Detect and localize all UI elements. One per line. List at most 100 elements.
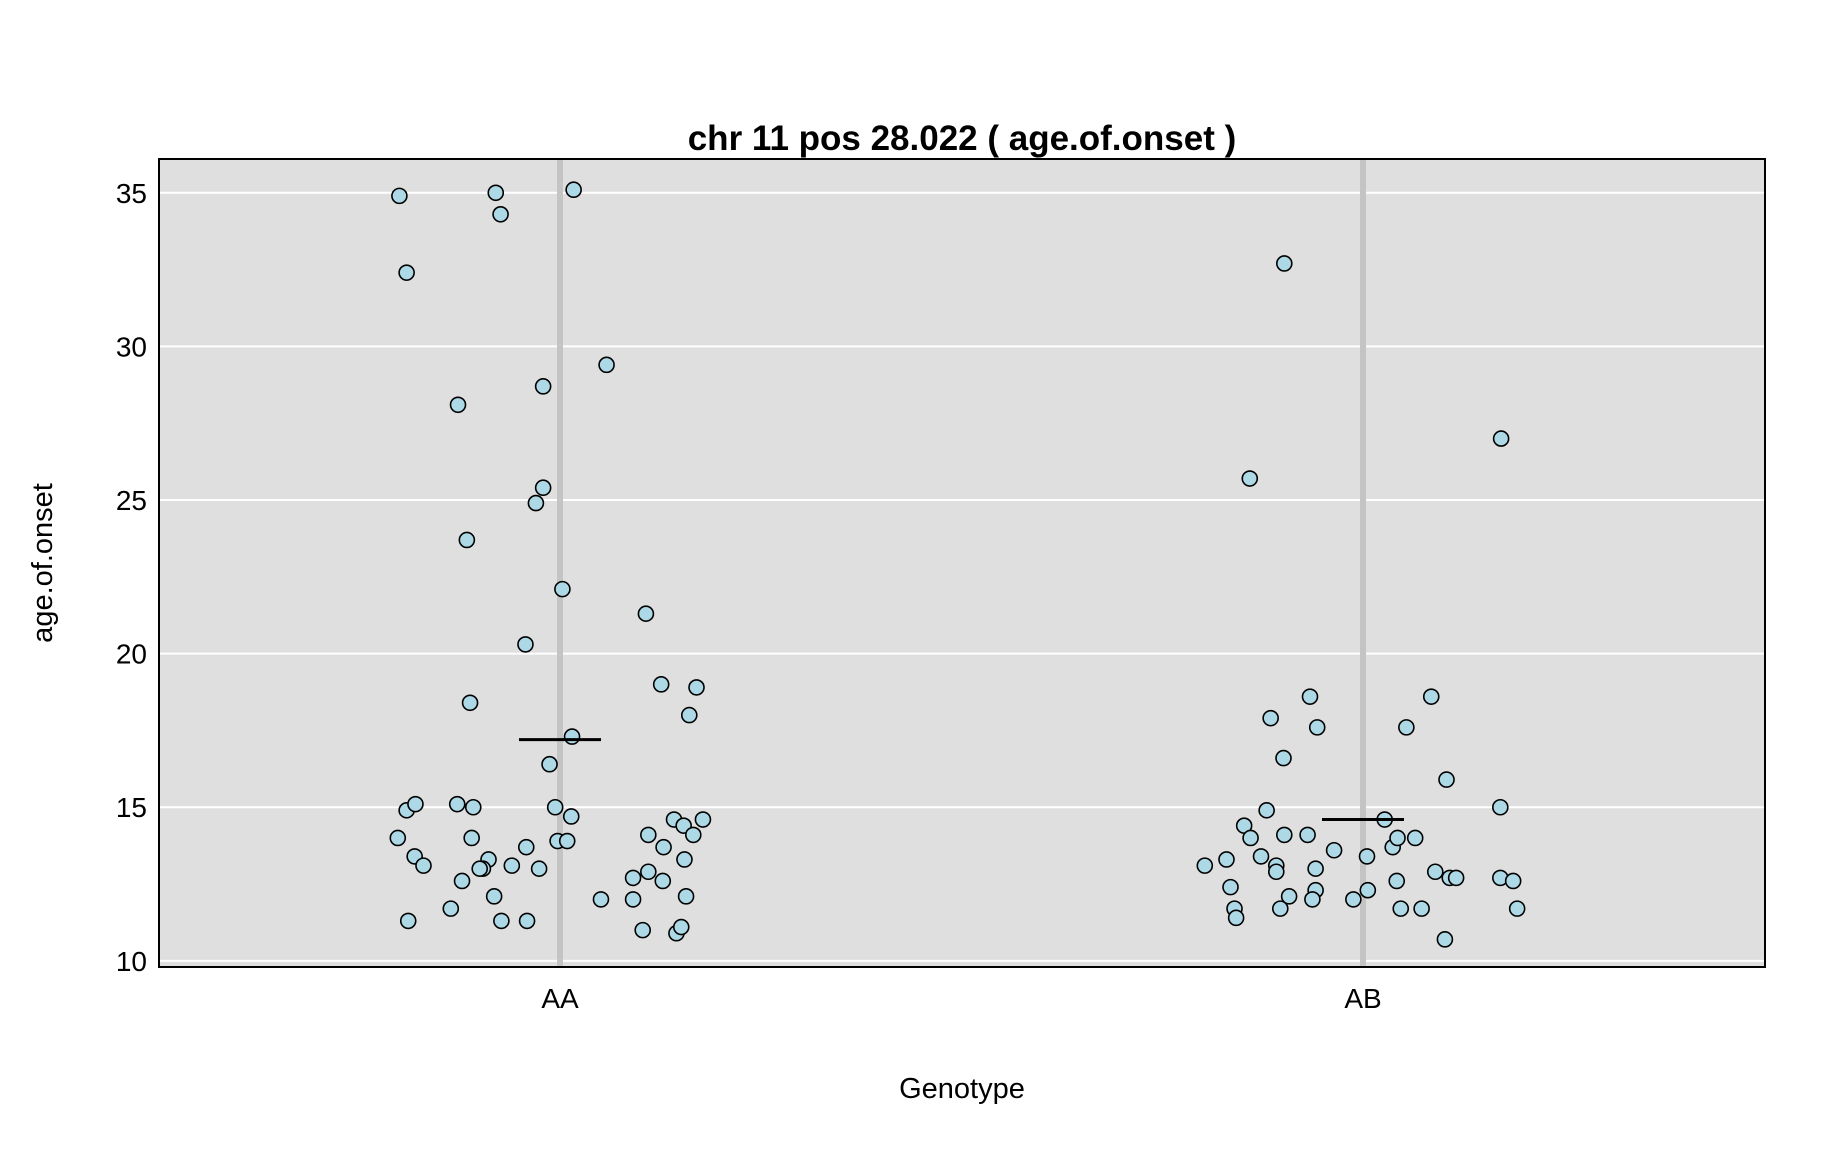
y-tick-label: 25 bbox=[116, 485, 147, 516]
data-point bbox=[563, 728, 581, 745]
data-point bbox=[1252, 848, 1270, 865]
data-point bbox=[558, 832, 576, 850]
data-point bbox=[517, 636, 534, 653]
data-point bbox=[453, 872, 471, 890]
data-point bbox=[415, 857, 432, 874]
data-point bbox=[1492, 430, 1510, 447]
plot-border bbox=[158, 158, 1766, 968]
data-point bbox=[1345, 891, 1362, 908]
data-point bbox=[677, 888, 695, 905]
data-point bbox=[684, 826, 702, 844]
data-points bbox=[389, 181, 1526, 948]
data-point bbox=[461, 694, 479, 712]
data-point bbox=[652, 676, 670, 693]
data-point bbox=[672, 918, 690, 936]
data-point bbox=[1276, 826, 1293, 844]
data-point bbox=[1241, 470, 1259, 487]
x-tick-label: AB bbox=[1344, 983, 1381, 1014]
data-point bbox=[1242, 829, 1259, 847]
data-point bbox=[1196, 857, 1214, 874]
data-point bbox=[1262, 709, 1279, 727]
data-point bbox=[463, 829, 480, 847]
data-point bbox=[1325, 841, 1343, 859]
data-point bbox=[493, 912, 510, 930]
y-axis-title: age.of.onset bbox=[27, 483, 59, 643]
data-point bbox=[485, 888, 503, 905]
data-point bbox=[640, 863, 657, 881]
data-point bbox=[565, 181, 582, 199]
data-point bbox=[1359, 881, 1377, 899]
data-point bbox=[1508, 900, 1526, 917]
data-point bbox=[487, 184, 505, 202]
data-point bbox=[1447, 869, 1465, 887]
data-point bbox=[1358, 848, 1376, 865]
data-point bbox=[637, 605, 655, 622]
data-point bbox=[562, 808, 580, 825]
data-point bbox=[1492, 798, 1509, 816]
data-point bbox=[1426, 863, 1444, 881]
data-point bbox=[442, 900, 460, 917]
data-point bbox=[391, 187, 408, 205]
data-point bbox=[1388, 872, 1406, 890]
x-axis-title: Genotype bbox=[899, 1073, 1025, 1105]
data-point bbox=[517, 838, 535, 856]
data-point bbox=[527, 494, 545, 512]
data-point bbox=[680, 706, 698, 724]
data-point bbox=[448, 795, 466, 813]
data-point bbox=[1438, 771, 1455, 788]
y-tick-label: 20 bbox=[116, 639, 147, 670]
data-point bbox=[546, 798, 564, 816]
data-point bbox=[449, 396, 467, 414]
data-point bbox=[1406, 829, 1424, 847]
y-axis-ticks: 10 15 20 25 30 35 bbox=[116, 178, 147, 977]
data-point bbox=[688, 679, 705, 696]
data-point bbox=[534, 479, 552, 497]
data-point bbox=[598, 356, 615, 374]
chart-title: chr 11 pos 28.022 ( age.of.onset ) bbox=[688, 119, 1237, 158]
data-point bbox=[464, 798, 482, 816]
data-point bbox=[399, 912, 417, 930]
data-point bbox=[1280, 888, 1298, 905]
data-point bbox=[1389, 829, 1406, 847]
data-point bbox=[1392, 900, 1410, 917]
data-point bbox=[407, 795, 424, 813]
data-point bbox=[1218, 851, 1235, 868]
mean-lines bbox=[519, 738, 1404, 822]
data-point bbox=[1227, 909, 1245, 927]
data-point bbox=[398, 264, 415, 281]
data-point bbox=[694, 811, 712, 828]
data-point bbox=[1271, 900, 1289, 917]
y-tick-label: 10 bbox=[116, 946, 147, 977]
data-point bbox=[1436, 931, 1454, 948]
data-point bbox=[654, 872, 672, 890]
y-tick-label: 35 bbox=[116, 178, 147, 209]
data-point bbox=[389, 829, 407, 847]
data-point bbox=[1504, 872, 1522, 890]
data-point bbox=[1301, 688, 1319, 705]
data-point bbox=[1299, 826, 1316, 844]
x-tick-label: AA bbox=[541, 983, 579, 1014]
y-tick-label: 30 bbox=[116, 331, 147, 362]
data-point bbox=[655, 838, 672, 856]
data-point bbox=[1304, 891, 1321, 908]
data-point bbox=[471, 860, 489, 877]
data-point bbox=[592, 891, 610, 908]
data-point bbox=[634, 921, 652, 939]
plot-panel bbox=[159, 159, 1765, 967]
data-point bbox=[492, 206, 509, 223]
grid-lines bbox=[159, 191, 1765, 962]
data-point bbox=[624, 869, 642, 887]
data-point bbox=[1275, 749, 1292, 767]
data-point bbox=[503, 857, 521, 874]
data-point bbox=[640, 826, 657, 844]
data-point bbox=[1413, 900, 1430, 917]
data-point bbox=[530, 860, 548, 877]
data-point bbox=[1422, 688, 1440, 705]
data-point bbox=[534, 378, 552, 395]
data-point bbox=[1258, 802, 1275, 819]
data-point bbox=[1307, 860, 1324, 877]
data-point bbox=[1398, 719, 1415, 736]
data-point bbox=[458, 531, 476, 549]
data-point bbox=[554, 580, 571, 598]
